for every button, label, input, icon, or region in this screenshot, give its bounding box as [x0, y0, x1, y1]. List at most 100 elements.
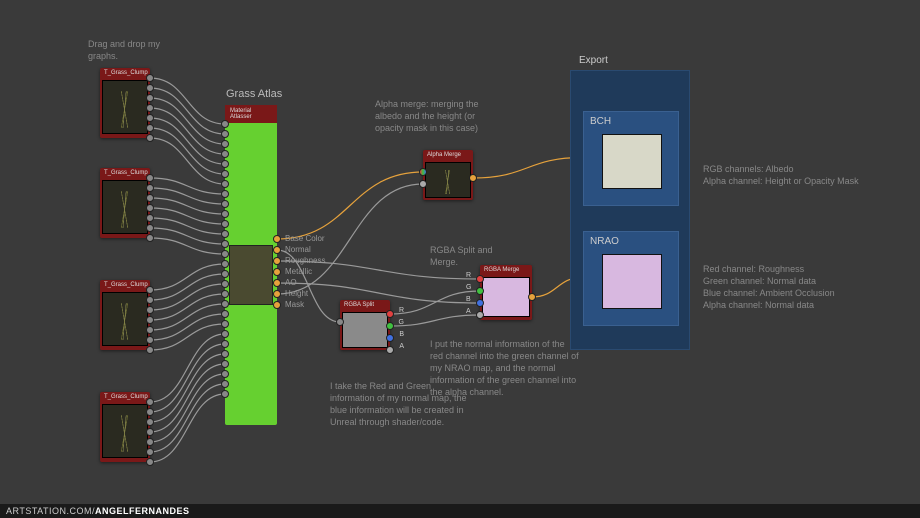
port-label: G	[466, 284, 471, 291]
output-port[interactable]	[146, 458, 154, 466]
output-port-b[interactable]	[386, 334, 394, 342]
input-port[interactable]	[221, 350, 229, 358]
output-port[interactable]	[146, 204, 154, 212]
output-port[interactable]	[146, 316, 154, 324]
output-port[interactable]	[273, 279, 281, 287]
input-port[interactable]	[221, 340, 229, 348]
input-port[interactable]	[221, 240, 229, 248]
input-port-a[interactable]	[476, 311, 484, 319]
output-port[interactable]	[146, 286, 154, 294]
output-port[interactable]	[146, 408, 154, 416]
output-port[interactable]	[146, 84, 154, 92]
material-atlas-node[interactable]: Material Atlasser	[225, 105, 277, 425]
output-port[interactable]	[146, 74, 154, 82]
output-port[interactable]	[146, 336, 154, 344]
input-port[interactable]	[221, 370, 229, 378]
input-port[interactable]	[221, 220, 229, 228]
input-port[interactable]	[221, 390, 229, 398]
alpha-merge-title: Alpha Merge	[423, 150, 473, 160]
input-port[interactable]	[221, 170, 229, 178]
output-port[interactable]	[146, 296, 154, 304]
output-port[interactable]	[146, 104, 154, 112]
grass-input-node[interactable]: T_Grass_Clump_01	[100, 68, 150, 138]
export-nrao-label: NRAO	[590, 236, 619, 247]
grass-input-node[interactable]: T_Grass_Clump_04	[100, 392, 150, 462]
output-port[interactable]	[273, 290, 281, 298]
input-port[interactable]	[221, 120, 229, 128]
input-port[interactable]	[221, 270, 229, 278]
grass-input-node[interactable]: T_Grass_Clump_02	[100, 168, 150, 238]
output-port[interactable]	[146, 438, 154, 446]
caption-bch: RGB channels: Albedo Alpha channel: Heig…	[703, 163, 863, 187]
output-port-g[interactable]	[386, 322, 394, 330]
input-port[interactable]	[221, 200, 229, 208]
output-port[interactable]	[273, 246, 281, 254]
export-panel: Export BCH NRAO	[570, 70, 690, 350]
output-port[interactable]	[273, 301, 281, 309]
input-port[interactable]	[336, 318, 344, 326]
output-port[interactable]	[146, 398, 154, 406]
input-port[interactable]	[221, 290, 229, 298]
atlas-output-labels: Base ColorNormalRoughnessMetallicAOHeigh…	[285, 233, 325, 310]
input-port[interactable]	[221, 210, 229, 218]
input-port[interactable]	[221, 360, 229, 368]
input-port-r[interactable]	[476, 275, 484, 283]
output-port[interactable]	[146, 418, 154, 426]
input-port[interactable]	[419, 180, 427, 188]
input-port[interactable]	[221, 320, 229, 328]
input-port[interactable]	[221, 300, 229, 308]
input-port[interactable]	[221, 330, 229, 338]
input-port[interactable]	[221, 310, 229, 318]
output-port[interactable]	[146, 428, 154, 436]
output-port[interactable]	[528, 293, 536, 301]
output-port[interactable]	[146, 194, 154, 202]
export-nrao-slot[interactable]: NRAO	[583, 231, 679, 326]
output-port[interactable]	[146, 184, 154, 192]
port-label: G	[399, 319, 404, 326]
input-port-g[interactable]	[476, 287, 484, 295]
output-port[interactable]	[146, 134, 154, 142]
output-port[interactable]	[146, 448, 154, 456]
input-port[interactable]	[221, 130, 229, 138]
input-port[interactable]	[221, 230, 229, 238]
port-label: B	[399, 331, 404, 338]
port-label: A	[399, 343, 404, 350]
output-port[interactable]	[146, 124, 154, 132]
output-port[interactable]	[146, 214, 154, 222]
output-port[interactable]	[146, 306, 154, 314]
input-port[interactable]	[221, 150, 229, 158]
output-port[interactable]	[146, 326, 154, 334]
output-port[interactable]	[146, 224, 154, 232]
output-port[interactable]	[146, 346, 154, 354]
output-port[interactable]	[273, 257, 281, 265]
input-port[interactable]	[221, 280, 229, 288]
input-port[interactable]	[221, 180, 229, 188]
grass-node-title: T_Grass_Clump_02	[100, 168, 150, 178]
input-port[interactable]	[221, 160, 229, 168]
output-port[interactable]	[273, 235, 281, 243]
output-port[interactable]	[273, 268, 281, 276]
input-port[interactable]	[221, 380, 229, 388]
input-port[interactable]	[221, 260, 229, 268]
grass-input-node[interactable]: T_Grass_Clump_03	[100, 280, 150, 350]
output-port[interactable]	[146, 94, 154, 102]
rgba-split-node[interactable]: RGBA Split RGBA	[340, 300, 390, 350]
output-port-r[interactable]	[386, 310, 394, 318]
caption-alpha: Alpha merge: merging the albedo and the …	[375, 98, 495, 134]
output-port[interactable]	[146, 114, 154, 122]
input-port[interactable]	[221, 140, 229, 148]
input-port-b[interactable]	[476, 299, 484, 307]
rgba-merge-node[interactable]: RGBA Merge RGBA	[480, 265, 532, 320]
caption-nrao: I put the normal information of the red …	[430, 338, 580, 398]
caption-nraoCh: Red channel: Roughness Green channel: No…	[703, 263, 873, 311]
input-port[interactable]	[419, 168, 427, 176]
output-port-a[interactable]	[386, 346, 394, 354]
input-port[interactable]	[221, 190, 229, 198]
output-port[interactable]	[146, 234, 154, 242]
input-port[interactable]	[221, 250, 229, 258]
footer-prefix: ARTSTATION.COM/	[6, 506, 95, 516]
export-bch-slot[interactable]: BCH	[583, 111, 679, 206]
output-port[interactable]	[146, 174, 154, 182]
alpha-merge-node[interactable]: Alpha Merge	[423, 150, 473, 200]
output-port[interactable]	[469, 174, 477, 182]
